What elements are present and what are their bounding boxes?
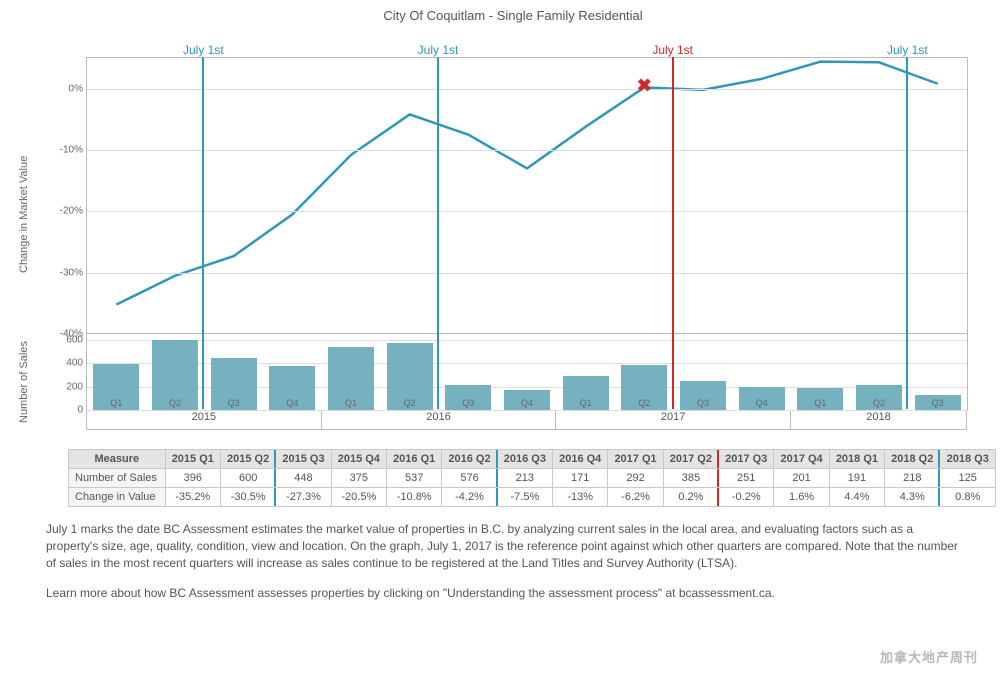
july-1st-vline <box>906 333 908 409</box>
july-1st-label: July 1st <box>418 43 459 57</box>
table-cell: -0.2% <box>719 488 774 507</box>
data-table: Measure2015 Q12015 Q22015 Q32015 Q42016 … <box>68 449 996 507</box>
quarter-label: Q2 <box>873 398 885 408</box>
quarter-label: Q1 <box>345 398 357 408</box>
table-cell: 600 <box>220 469 275 488</box>
table-cell: -6.2% <box>608 488 663 507</box>
year-label: 2017 <box>555 411 791 430</box>
july-1st-vline <box>202 57 204 333</box>
bar-y-tick: 0 <box>53 405 83 416</box>
table-cell: 191 <box>829 469 884 488</box>
explanation-paragraph-1: July 1 marks the date BC Assessment esti… <box>46 521 966 571</box>
table-cell: 4.4% <box>829 488 884 507</box>
table-row-label: Number of Sales <box>69 469 166 488</box>
table-cell: 576 <box>442 469 497 488</box>
quarter-label: Q3 <box>462 398 474 408</box>
quarter-label: Q2 <box>169 398 181 408</box>
table-quarter-header: 2018 Q2 <box>885 450 940 469</box>
table-quarter-header: 2015 Q4 <box>331 450 386 469</box>
bar-y-tick: 600 <box>53 334 83 345</box>
table-cell: -7.5% <box>497 488 552 507</box>
table-quarter-header: 2018 Q3 <box>940 450 996 469</box>
table-quarter-header: 2015 Q3 <box>276 450 331 469</box>
market-value-line <box>116 62 937 305</box>
table-cell: 171 <box>553 469 608 488</box>
july-1st-label: July 1st <box>652 43 693 57</box>
table-cell: 218 <box>885 469 940 488</box>
table-cell: 292 <box>608 469 663 488</box>
quarter-label: Q2 <box>404 398 416 408</box>
july-1st-vline <box>437 333 439 409</box>
july-1st-label: July 1st <box>183 43 224 57</box>
chart-area: Change in Market Value Number of Sales -… <box>46 23 976 443</box>
table-cell: 385 <box>663 469 718 488</box>
line-y-tick: -10% <box>53 145 83 156</box>
table-cell: 375 <box>331 469 386 488</box>
table-cell: 396 <box>165 469 220 488</box>
table-quarter-header: 2017 Q2 <box>663 450 718 469</box>
table-cell: 201 <box>774 469 829 488</box>
year-label: 2016 <box>321 411 557 430</box>
july-1st-vline <box>672 333 674 409</box>
table-row-label: Change in Value <box>69 488 166 507</box>
table-cell: -20.5% <box>331 488 386 507</box>
table-cell: 537 <box>387 469 442 488</box>
bar-y-tick: 200 <box>53 381 83 392</box>
table-quarter-header: 2015 Q1 <box>165 450 220 469</box>
july-1st-vline <box>437 57 439 333</box>
table-quarter-header: 2018 Q1 <box>829 450 884 469</box>
table-quarter-header: 2015 Q2 <box>220 450 275 469</box>
quarter-label: Q4 <box>286 398 298 408</box>
july-1st-label: July 1st <box>887 43 928 57</box>
july-1st-vline <box>906 57 908 333</box>
line-y-tick: -30% <box>53 267 83 278</box>
year-label: 2018 <box>790 411 967 430</box>
table-cell: 0.8% <box>940 488 996 507</box>
table-cell: 4.3% <box>885 488 940 507</box>
quarter-label: Q1 <box>110 398 122 408</box>
line-y-tick: 0% <box>53 83 83 94</box>
table-cell: 251 <box>719 469 774 488</box>
table-quarter-header: 2016 Q4 <box>553 450 608 469</box>
watermark: 加拿大地产周刊 <box>880 647 978 666</box>
table-quarter-header: 2016 Q1 <box>387 450 442 469</box>
table-measure-header: Measure <box>69 450 166 469</box>
table-quarter-header: 2016 Q2 <box>442 450 497 469</box>
quarter-label: Q1 <box>814 398 826 408</box>
july-1st-vline <box>672 57 674 333</box>
bar-y-tick: 400 <box>53 358 83 369</box>
line-y-axis-label: Change in Market Value <box>18 156 30 273</box>
table-cell: -27.3% <box>276 488 331 507</box>
table-cell: 0.2% <box>663 488 718 507</box>
quarter-label: Q3 <box>228 398 240 408</box>
year-label: 2015 <box>86 411 322 430</box>
table-cell: -10.8% <box>387 488 442 507</box>
table-quarter-header: 2017 Q1 <box>608 450 663 469</box>
table-cell: -13% <box>553 488 608 507</box>
explanation-paragraph-2: Learn more about how BC Assessment asses… <box>46 585 966 602</box>
chart-title: City Of Coquitlam - Single Family Reside… <box>46 8 980 23</box>
quarter-label: Q4 <box>756 398 768 408</box>
line-chart: -40%-30%-20%-10%0%✖ <box>86 57 968 335</box>
bar-chart: 0200400600Q1Q2Q3Q4Q1Q2Q3Q4Q1Q2Q3Q4Q1Q2Q3 <box>86 333 968 411</box>
table-quarter-header: 2016 Q3 <box>497 450 552 469</box>
reference-x-marker: ✖ <box>637 76 652 97</box>
table-quarter-header: 2017 Q3 <box>719 450 774 469</box>
table-cell: 448 <box>276 469 331 488</box>
quarter-label: Q4 <box>521 398 533 408</box>
quarter-label: Q1 <box>580 398 592 408</box>
table-cell: 125 <box>940 469 996 488</box>
line-y-tick: -20% <box>53 206 83 217</box>
table-cell: 213 <box>497 469 552 488</box>
table-cell: -35.2% <box>165 488 220 507</box>
table-cell: 1.6% <box>774 488 829 507</box>
bar-y-axis-label: Number of Sales <box>18 341 30 423</box>
table-cell: -30.5% <box>220 488 275 507</box>
table-cell: -4.2% <box>442 488 497 507</box>
quarter-label: Q2 <box>638 398 650 408</box>
table-quarter-header: 2017 Q4 <box>774 450 829 469</box>
quarter-label: Q3 <box>697 398 709 408</box>
july-1st-vline <box>202 333 204 409</box>
quarter-label: Q3 <box>932 398 944 408</box>
